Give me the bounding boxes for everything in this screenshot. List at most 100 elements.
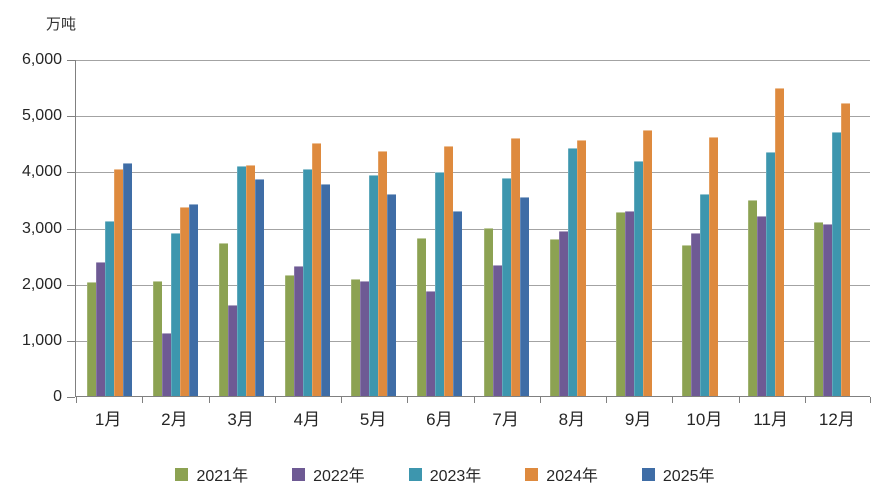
bar	[294, 265, 304, 396]
bar	[113, 168, 123, 396]
bar	[823, 223, 833, 396]
legend-item: 2025年	[641, 462, 715, 486]
y-axis-labels: 6,000 5,000 4,000 3,000 2,000 1,000 0	[0, 51, 62, 405]
x-axis-tick-label: 5月	[359, 410, 387, 429]
bar	[152, 280, 162, 396]
legend-item: 2024年	[525, 462, 598, 486]
bar	[841, 102, 851, 396]
bar-group	[76, 60, 142, 396]
bar	[766, 152, 776, 396]
bar	[435, 172, 445, 396]
bar	[122, 163, 132, 396]
bar	[188, 203, 198, 396]
y-axis-tick-label: 1,000	[21, 331, 62, 349]
legend-swatch-icon	[641, 467, 655, 481]
gridline	[76, 284, 870, 286]
x-axis-tick-label: 1月	[94, 410, 122, 429]
bar	[161, 333, 171, 396]
bar-group	[539, 60, 605, 396]
y-tick-mark	[67, 60, 75, 61]
bar	[351, 278, 361, 396]
gridline	[76, 116, 870, 118]
bar	[492, 264, 502, 396]
bar	[567, 147, 577, 396]
y-tick-mark	[67, 397, 75, 398]
bar-group	[275, 60, 341, 396]
bar-group	[738, 60, 804, 396]
legend-label: 2024年	[546, 468, 598, 485]
bar	[519, 196, 529, 396]
x-tick-mark	[407, 397, 409, 403]
bar	[179, 207, 189, 396]
bar	[95, 261, 105, 396]
bar	[483, 228, 493, 396]
bar	[501, 177, 511, 396]
y-tick-mark	[67, 116, 75, 118]
legend: 2021年 2022年 2023年 2024年 2025年	[0, 462, 890, 486]
bar	[709, 136, 719, 396]
bar	[378, 151, 388, 396]
legend-swatch-icon	[292, 467, 306, 481]
bar	[700, 194, 710, 396]
x-axis-tick-label: 6月	[426, 410, 453, 429]
bar	[748, 200, 758, 396]
bar	[285, 275, 295, 396]
bar	[510, 137, 520, 396]
bar	[387, 194, 397, 396]
bar	[576, 139, 586, 396]
legend-item: 2023年	[408, 462, 481, 486]
legend-label: 2022年	[313, 468, 365, 485]
x-axis-tick-label: 4月	[293, 410, 321, 429]
x-tick-mark	[76, 397, 77, 403]
y-tick-mark	[67, 228, 75, 230]
bar	[832, 131, 842, 396]
bar-group	[804, 60, 870, 396]
bar	[360, 281, 370, 396]
gridline	[76, 60, 870, 61]
bar	[218, 243, 228, 396]
bar	[558, 230, 568, 396]
gridline	[76, 340, 870, 342]
bar-group	[407, 60, 473, 396]
y-axis-tick-label: 2,000	[21, 275, 62, 293]
bar	[254, 179, 264, 396]
y-axis-tick-label: 5,000	[21, 107, 62, 125]
bar	[245, 164, 255, 396]
bar	[227, 305, 237, 396]
y-axis-tick-label: 0	[53, 388, 62, 405]
gridline	[76, 228, 870, 230]
x-axis-tick-label: 8月	[558, 410, 586, 429]
x-axis-tick-label: 9月	[624, 410, 652, 429]
bar-groups	[76, 60, 870, 396]
plot-area	[67, 60, 871, 403]
legend-item: 2022年	[292, 462, 365, 486]
bar	[417, 237, 427, 396]
bar	[453, 210, 463, 396]
y-axis-unit-label: 万吨	[46, 16, 77, 33]
bar-group	[208, 60, 274, 396]
legend-swatch-icon	[408, 467, 422, 481]
bar-group	[672, 60, 738, 396]
legend-label: 2021年	[196, 468, 249, 485]
x-tick-mark	[473, 397, 475, 403]
x-tick-mark	[738, 397, 740, 403]
y-tick-mark	[67, 284, 75, 286]
bar	[369, 174, 379, 396]
y-tick-mark	[67, 340, 75, 342]
x-tick-mark	[804, 397, 806, 403]
bar-group	[341, 60, 407, 396]
x-axis-labels: 1月 2月 3月 4月 5月 6月 7月 8月 9月 10月 11月 12月	[75, 405, 870, 430]
x-axis-tick-label: 2月	[161, 410, 188, 429]
x-tick-mark	[274, 397, 276, 403]
bar	[691, 233, 701, 396]
legend-swatch-icon	[175, 467, 189, 481]
y-axis-tick-label: 4,000	[21, 163, 62, 181]
x-axis-tick-label: 11月	[753, 410, 788, 429]
bar	[642, 130, 652, 396]
bar	[814, 222, 824, 396]
bar	[682, 245, 692, 396]
x-tick-mark	[142, 397, 144, 403]
bar-group	[473, 60, 539, 396]
legend-item: 2021年	[175, 462, 248, 486]
